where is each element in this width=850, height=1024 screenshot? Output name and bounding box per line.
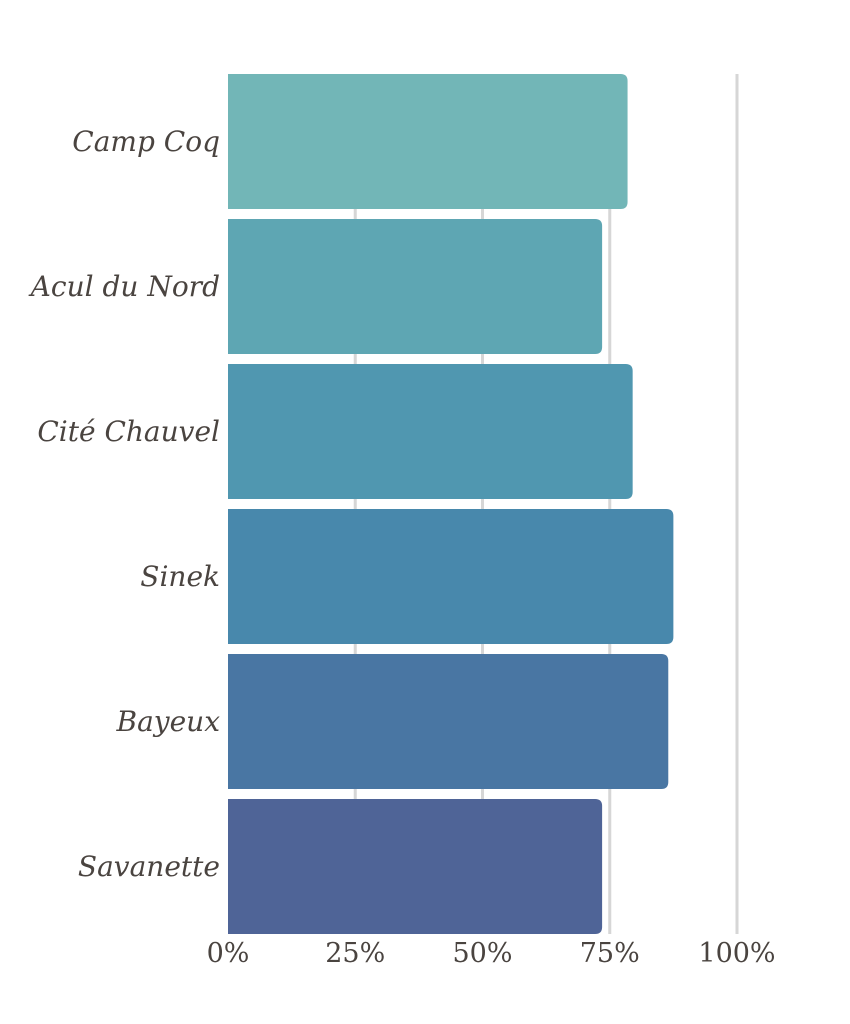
bar-sinek (228, 509, 674, 644)
x-tick-label-0: 0% (207, 938, 250, 969)
bar-cite-chauvel (228, 364, 633, 499)
x-tick-labels: 0% 25% 50% 75% 100% (207, 938, 776, 969)
category-labels: Camp Coq Acul du Nord Cité Chauvel Sinek Bay… (28, 125, 221, 883)
x-tick-label-75: 75% (580, 938, 640, 969)
gridlines (353, 74, 739, 934)
category-label-acul-du-nord: Acul du Nord (28, 270, 220, 303)
category-label-camp-coq: Camp Coq (72, 125, 220, 158)
category-label-bayeux: Bayeux (116, 705, 221, 738)
bar-savanette (228, 799, 603, 934)
category-label-savanette: Savanette (78, 850, 220, 883)
bar-acul-du-nord (228, 219, 603, 354)
category-label-sinek: Sinek (140, 560, 220, 593)
bar-bayeux (228, 654, 669, 789)
category-label-cite-chauvel: Cité Chauvel (37, 415, 220, 448)
x-tick-label-25: 25% (325, 938, 385, 969)
bar-camp-coq (228, 74, 628, 209)
bars (228, 74, 674, 934)
x-tick-label-100: 100% (698, 938, 775, 969)
x-tick-label-50: 50% (452, 938, 512, 969)
